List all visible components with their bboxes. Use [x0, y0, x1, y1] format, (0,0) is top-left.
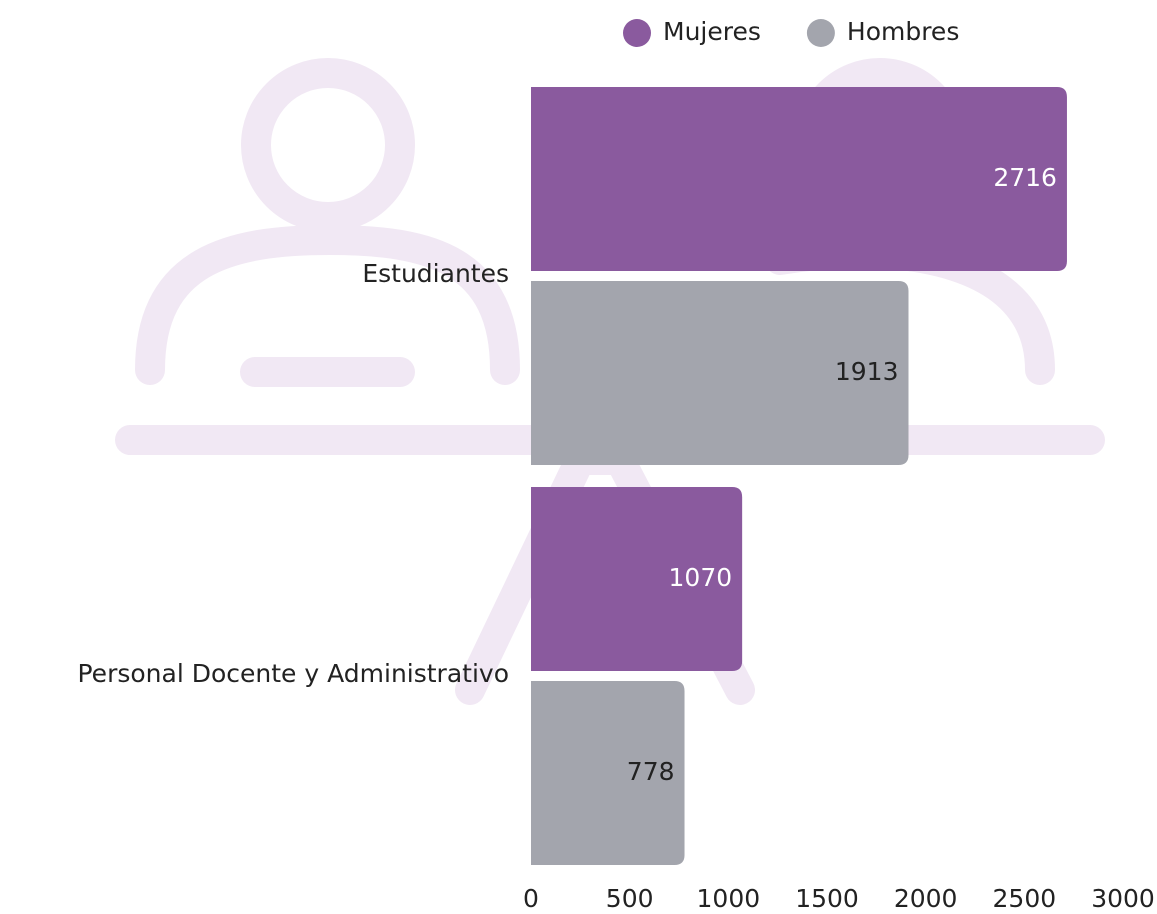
- bar: [531, 87, 1067, 271]
- x-tick-label: 2000: [894, 884, 958, 913]
- x-tick-label: 500: [606, 884, 654, 913]
- x-tick-label: 0: [523, 884, 539, 913]
- x-tick-label: 3000: [1091, 884, 1155, 913]
- x-tick-label: 1500: [795, 884, 859, 913]
- x-tick-label: 1000: [697, 884, 761, 913]
- value-label: 1070: [669, 563, 733, 592]
- legend: Mujeres Hombres: [623, 17, 959, 47]
- legend-swatch: [807, 19, 835, 47]
- x-tick-label: 2500: [993, 884, 1057, 913]
- legend-swatch: [623, 19, 651, 47]
- value-label: 778: [627, 757, 675, 786]
- y-tick-label: Personal Docente y Administrativo: [78, 659, 510, 688]
- value-label: 1913: [835, 357, 899, 386]
- legend-label: Mujeres: [663, 17, 761, 46]
- chart: Mujeres Hombres 0 500 1000 1500 2000 2500 3000 E…: [0, 0, 1157, 914]
- value-label: 2716: [993, 163, 1057, 192]
- y-tick-label: Estudiantes: [362, 259, 509, 288]
- legend-label: Hombres: [847, 17, 959, 46]
